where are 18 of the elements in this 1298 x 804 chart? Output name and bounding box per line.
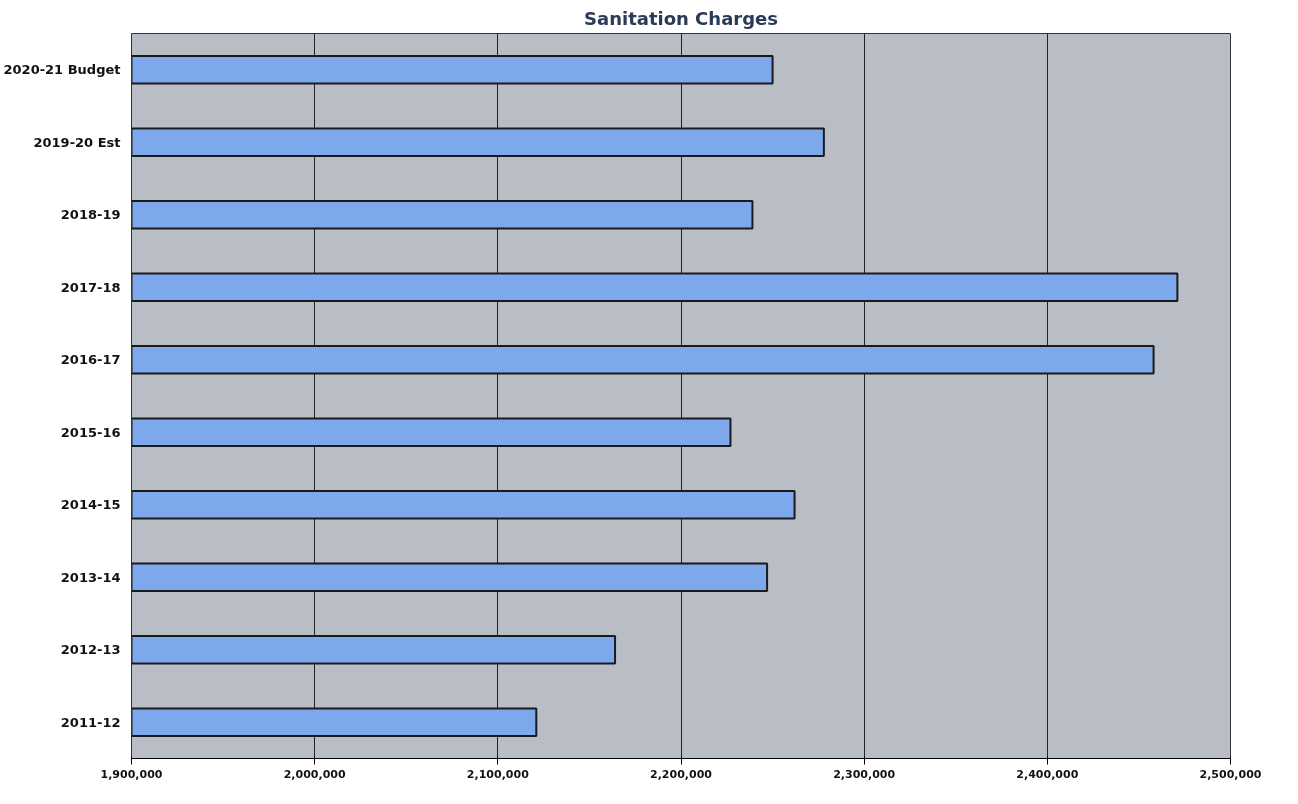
y-tick-label: 2019-20 Est xyxy=(33,134,121,150)
y-tick-label: 2016-17 xyxy=(60,352,121,368)
y-tick-label: 2013-14 xyxy=(60,569,121,585)
x-tick-label: 2,000,000 xyxy=(283,767,346,781)
x-tick-label: 2,100,000 xyxy=(466,767,530,781)
y-tick-label: 2020-21 Budget xyxy=(3,62,121,78)
y-tick-label: 2017-18 xyxy=(60,279,121,295)
y-tick-label: 2011-12 xyxy=(60,714,121,730)
x-tick-label: 2,400,000 xyxy=(1016,767,1079,781)
x-tick-label: 2,200,000 xyxy=(650,767,713,781)
chart-title: Sanitation Charges xyxy=(584,7,778,29)
y-tick-label: 2014-15 xyxy=(60,497,121,513)
x-tick-label: 1,900,000 xyxy=(100,767,163,781)
y-tick-label: 2015-16 xyxy=(60,424,121,440)
x-tick-label: 2,300,000 xyxy=(833,767,896,781)
y-tick-label: 2018-19 xyxy=(60,207,121,223)
x-tick-label: 2,500,000 xyxy=(1199,767,1262,781)
y-tick-label: 2012-13 xyxy=(60,642,121,658)
